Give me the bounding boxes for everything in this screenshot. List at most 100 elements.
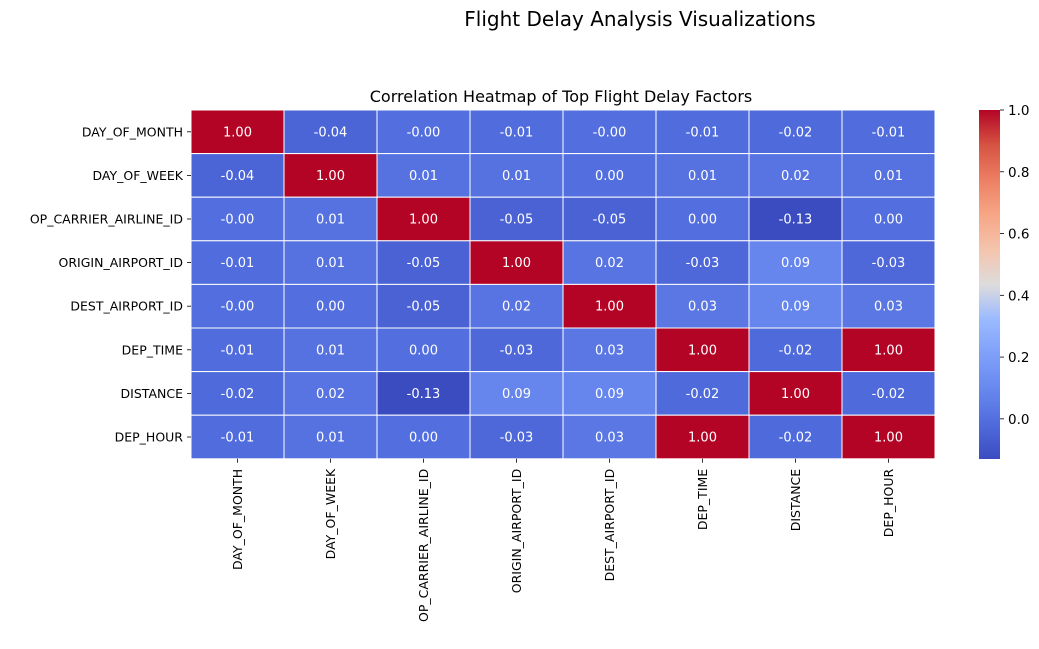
colorbar-tick-label: 0.4 [1008,288,1029,304]
heatmap-cell-label: -0.05 [407,300,441,315]
heatmap-cell [190,240,285,285]
heatmap-cell [283,196,378,242]
heatmap-cell [841,196,936,242]
heatmap-cell [748,240,843,285]
heatmap-cell [841,414,936,460]
heatmap-cell-label: -0.04 [314,125,348,140]
heatmap-cell-label: 1.00 [502,256,531,271]
heatmap-cell-label: 1.00 [688,431,717,446]
heatmap-cell-label: 0.00 [595,169,624,184]
heatmap-cell-label: 0.03 [595,343,624,358]
heatmap-cell-labels: 1.00 -0.04 -0.00 -0.01 -0.00 -0.01 -0.02 -0.01 -… [221,125,906,445]
heatmap-cell [841,327,936,373]
heatmap-cell-label: 1.00 [595,300,624,315]
heatmap-cell-label: 0.00 [409,343,438,358]
heatmap-cell-label: 0.09 [502,387,531,402]
heatmap-cell-label: -0.02 [872,387,906,402]
heatmap-cell [748,283,843,329]
heatmap-cell [469,153,564,198]
x-tick-label-dep-hour: DEP_HOUR [881,468,896,537]
heatmap-cell-label: 1.00 [688,343,717,358]
heatmap-cell [562,240,657,285]
y-tick-labels: DAY_OF_MONTH DAY_OF_WEEK OP_CARRIER_AIRLIN… [30,124,191,445]
heatmap-cell-label: -0.13 [407,387,441,402]
chart-title: Correlation Heatmap of Top Flight Delay … [370,87,753,106]
heatmap-cell [283,153,378,198]
heatmap-cell-label: -0.05 [500,213,534,228]
heatmap-cell-label: 1.00 [874,343,903,358]
x-tick-label-day-of-week: DAY_OF_WEEK [323,468,338,559]
heatmap-cell-label: -0.00 [407,125,441,140]
heatmap-cell [376,327,471,373]
x-tick-label-dest-airport-id: DEST_AIRPORT_ID [602,469,617,582]
y-tick-label-op-carrier-airline-id: OP_CARRIER_AIRLINE_ID [30,212,183,227]
heatmap-cell-label: -0.02 [221,387,255,402]
heatmap-cell [748,327,843,373]
heatmap-cell-label: -0.00 [221,213,255,228]
heatmap-cell [376,196,471,242]
heatmap-cell-label: 0.01 [316,343,345,358]
heatmap-cell [283,109,378,155]
heatmap-cell [283,327,378,373]
heatmap-cell-label: -0.01 [500,125,534,140]
heatmap-cell [376,240,471,285]
heatmap-cell-label: 1.00 [781,387,810,402]
heatmap-cell [376,109,471,155]
heatmap-cell-label: 0.01 [502,169,531,184]
heatmap-cell-label: -0.01 [221,256,255,271]
y-tick-label-distance: DISTANCE [121,386,184,401]
heatmap-cell-label: -0.03 [686,256,720,271]
x-tick-labels: DAY_OF_MONTH DAY_OF_WEEK OP_CARRIER_AIRLIN… [230,458,896,622]
y-tick-label-day-of-week: DAY_OF_WEEK [92,168,183,183]
heatmap-cell-label: 0.03 [874,300,903,315]
heatmap-cell-label: -0.02 [779,125,813,140]
figure-suptitle: Flight Delay Analysis Visualizations [464,7,815,31]
colorbar-ticks: 0.0 0.2 0.4 0.6 0.8 1.0 [1000,103,1029,428]
x-tick-label-day-of-month: DAY_OF_MONTH [230,469,245,570]
heatmap-cell-label: -0.01 [872,125,906,140]
heatmap-cell-label: -0.02 [779,431,813,446]
heatmap-cell [562,283,657,329]
heatmap-cell [841,109,936,155]
heatmap-cell-label: 0.03 [688,300,717,315]
heatmap-cell-label: -0.02 [779,343,813,358]
heatmap-cell-label: 0.00 [316,300,345,315]
heatmap-cell-label: 0.01 [316,431,345,446]
heatmap-cell-label: -0.05 [593,213,627,228]
heatmap-cell-label: -0.13 [779,213,813,228]
x-tick-label-op-carrier-airline-id: OP_CARRIER_AIRLINE_ID [416,469,431,622]
heatmap-cell-label: 0.09 [781,256,810,271]
heatmap-cell-label: 0.00 [409,431,438,446]
heatmap-cell-label: 0.03 [595,431,624,446]
heatmap-cell-label: 0.01 [316,213,345,228]
heatmap-cell-label: 0.09 [781,300,810,315]
heatmap-cell [469,196,564,242]
heatmap-cell-label: 0.00 [874,213,903,228]
heatmap-cell-label: 0.00 [688,213,717,228]
heatmap-cell-label: 1.00 [223,125,252,140]
heatmap-cell-label: 1.00 [874,431,903,446]
heatmap-cell [562,196,657,242]
heatmap-cell-label: 1.00 [316,169,345,184]
heatmap-cell-label: 0.02 [316,387,345,402]
x-tick-label-distance: DISTANCE [788,469,803,532]
heatmap-cell-label: 1.00 [409,213,438,228]
heatmap-cell-label: 0.01 [874,169,903,184]
heatmap-cell-label: -0.01 [221,431,255,446]
heatmap-cell-label: -0.00 [221,300,255,315]
heatmap-cell [655,196,750,242]
y-tick-label-dep-time: DEP_TIME [122,342,183,357]
y-tick-label-day-of-month: DAY_OF_MONTH [82,124,183,139]
colorbar [979,110,1000,459]
heatmap-cell-label: 0.01 [409,169,438,184]
heatmap-cell [469,240,564,285]
y-tick-label-dest-airport-id: DEST_AIRPORT_ID [70,299,183,314]
colorbar-tick-label: 0.0 [1008,412,1029,428]
heatmap-cell-label: -0.03 [500,343,534,358]
x-tick-label-dep-time: DEP_TIME [695,469,710,530]
heatmap-cell [841,371,936,416]
heatmap-cell [469,283,564,329]
heatmap-cell-label: 0.01 [316,256,345,271]
